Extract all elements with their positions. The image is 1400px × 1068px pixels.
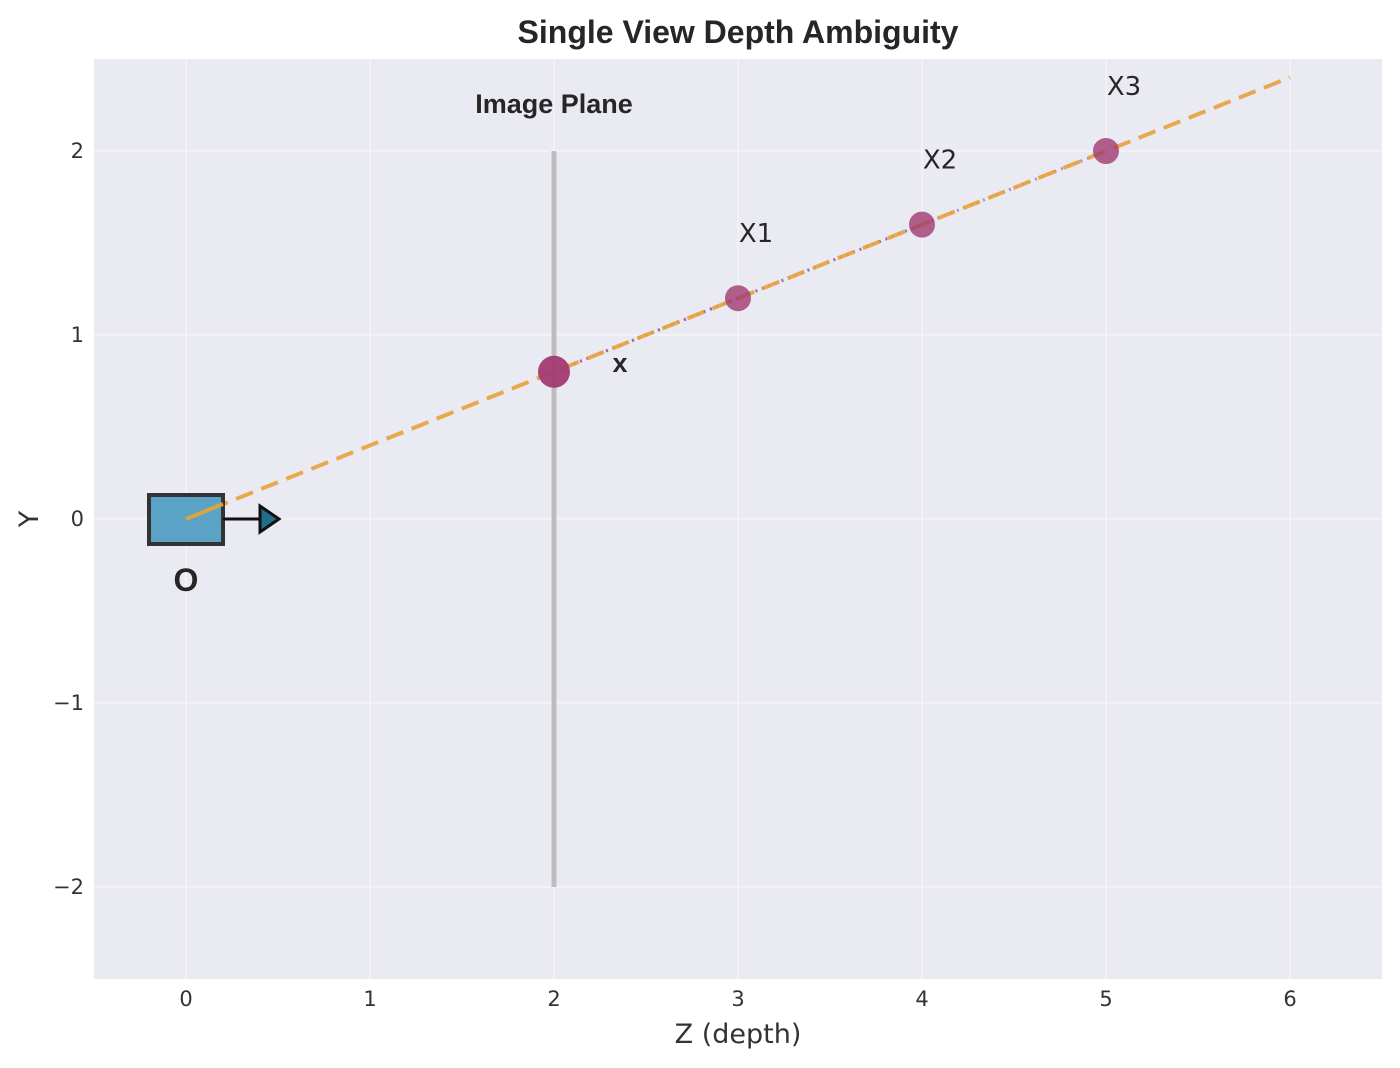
- x-tick-label: 4: [915, 987, 928, 1011]
- y-tick-label: 2: [71, 139, 84, 163]
- x-tick-label: 2: [547, 987, 560, 1011]
- world-point: [909, 211, 935, 238]
- image-point-label: x: [612, 348, 627, 378]
- world-point: [725, 285, 751, 312]
- tick-labels: 0 1 2 3 4 5 6 −2 −1 0 1 2: [53, 139, 1297, 1011]
- camera-body: [147, 493, 225, 546]
- point-layer: x X1 X2 X3: [538, 72, 1141, 388]
- x-tick-label: 6: [1283, 987, 1296, 1011]
- x-tick-label: 5: [1099, 987, 1112, 1011]
- y-tick-label: 0: [71, 507, 84, 531]
- camera-layer: O: [147, 493, 282, 598]
- image-plane-layer: Image Plane: [475, 89, 633, 887]
- y-axis-label: Y: [14, 510, 45, 528]
- camera-ray-start: [185, 502, 224, 521]
- chart-title: Single View Depth Ambiguity: [518, 14, 959, 50]
- x-axis-label: Z (depth): [675, 1019, 802, 1050]
- world-point: [1093, 138, 1119, 164]
- y-tick-label: −2: [53, 875, 84, 899]
- world-point-label: X3: [1107, 72, 1141, 102]
- image-plane-label: Image Plane: [475, 89, 633, 119]
- x-tick-label: 1: [363, 987, 376, 1011]
- x-tick-label: 3: [731, 987, 744, 1011]
- y-tick-label: 1: [71, 323, 84, 347]
- world-point-label: X1: [739, 219, 773, 249]
- world-point-label: X2: [923, 146, 957, 176]
- x-tick-label: 0: [179, 987, 192, 1011]
- y-tick-label: −1: [53, 691, 84, 715]
- camera-label: O: [174, 562, 199, 598]
- image-point: [538, 355, 570, 388]
- camera-direction-arrowhead: [258, 503, 282, 535]
